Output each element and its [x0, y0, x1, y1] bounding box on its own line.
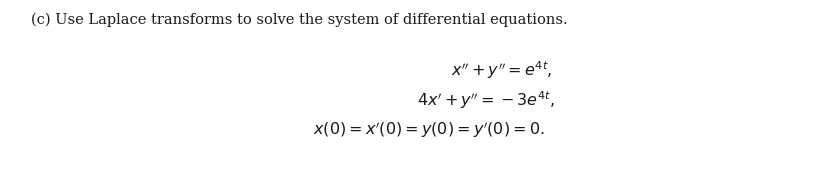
Text: $x(0) = x'(0) = y(0) = y'(0) = 0.$: $x(0) = x'(0) = y(0) = y'(0) = 0.$: [313, 120, 544, 140]
Text: $4x' + y'' = -3e^{4t},$: $4x' + y'' = -3e^{4t},$: [417, 89, 554, 111]
Text: $x'' + y'' = e^{4t},$: $x'' + y'' = e^{4t},$: [451, 59, 552, 81]
Text: (c) Use Laplace transforms to solve the system of differential equations.: (c) Use Laplace transforms to solve the …: [31, 12, 568, 27]
